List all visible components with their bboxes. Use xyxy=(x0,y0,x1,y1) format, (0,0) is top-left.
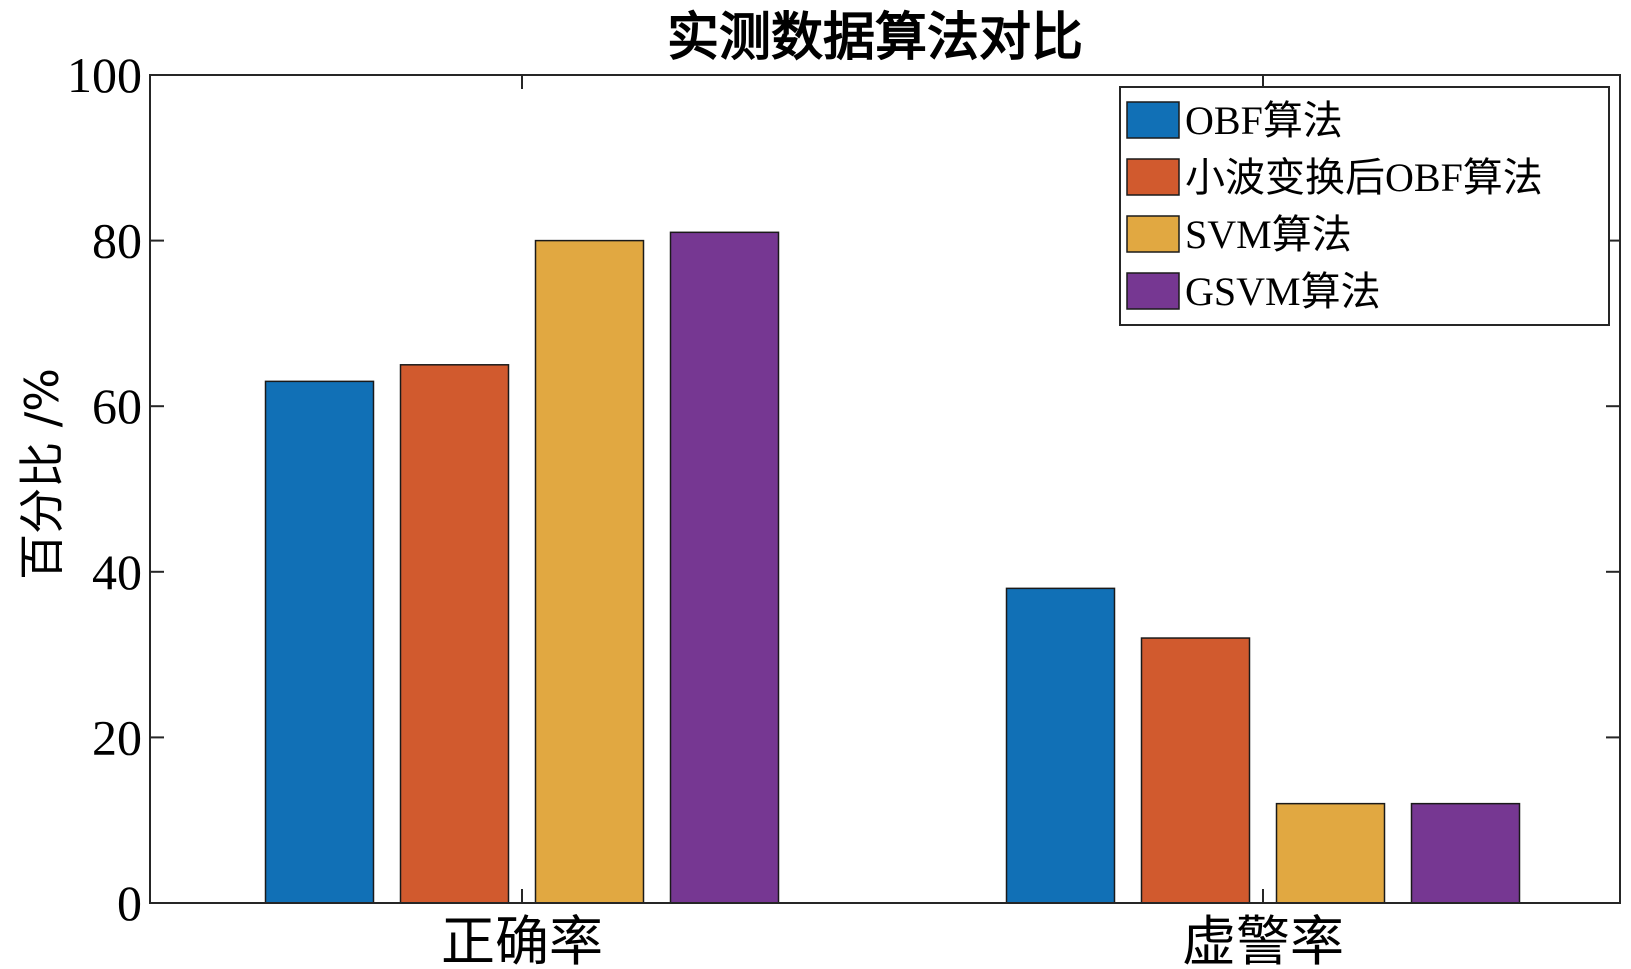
legend-swatch xyxy=(1126,272,1180,310)
y-tick-label: 40 xyxy=(92,544,142,600)
legend-swatch xyxy=(1126,101,1180,139)
y-tick-label: 60 xyxy=(92,378,142,434)
bar xyxy=(669,231,780,904)
legend-label: GSVM算法 xyxy=(1185,269,1381,314)
plot-frame xyxy=(149,74,1621,904)
bar xyxy=(1275,802,1386,904)
x-category-label: 正确率 xyxy=(441,910,603,969)
bar xyxy=(1140,637,1251,904)
bar xyxy=(1005,587,1116,904)
x-category-label: 虚警率 xyxy=(1182,910,1344,969)
y-tick-label: 100 xyxy=(67,47,142,103)
bar xyxy=(534,239,645,904)
y-tick-label: 0 xyxy=(117,875,142,931)
bar xyxy=(264,380,375,904)
bar xyxy=(399,364,510,904)
chart-title: 实测数据算法对比 xyxy=(667,8,1083,68)
legend-label: SVM算法 xyxy=(1185,212,1352,257)
legend-label: 小波变换后OBF算法 xyxy=(1185,155,1543,200)
legend-box xyxy=(1119,86,1610,326)
legend-label: OBF算法 xyxy=(1185,98,1343,143)
legend-swatch xyxy=(1126,158,1180,196)
bar xyxy=(1410,802,1521,904)
legend-swatch xyxy=(1126,215,1180,253)
bars-group xyxy=(264,231,1521,904)
y-axis-label: 百分比 /% xyxy=(15,368,69,580)
y-tick-label: 80 xyxy=(92,213,142,269)
axes-group: 0 20 40 60 80 100 正确率 虚警率 xyxy=(67,47,1621,969)
y-tick-label: 20 xyxy=(92,709,142,765)
